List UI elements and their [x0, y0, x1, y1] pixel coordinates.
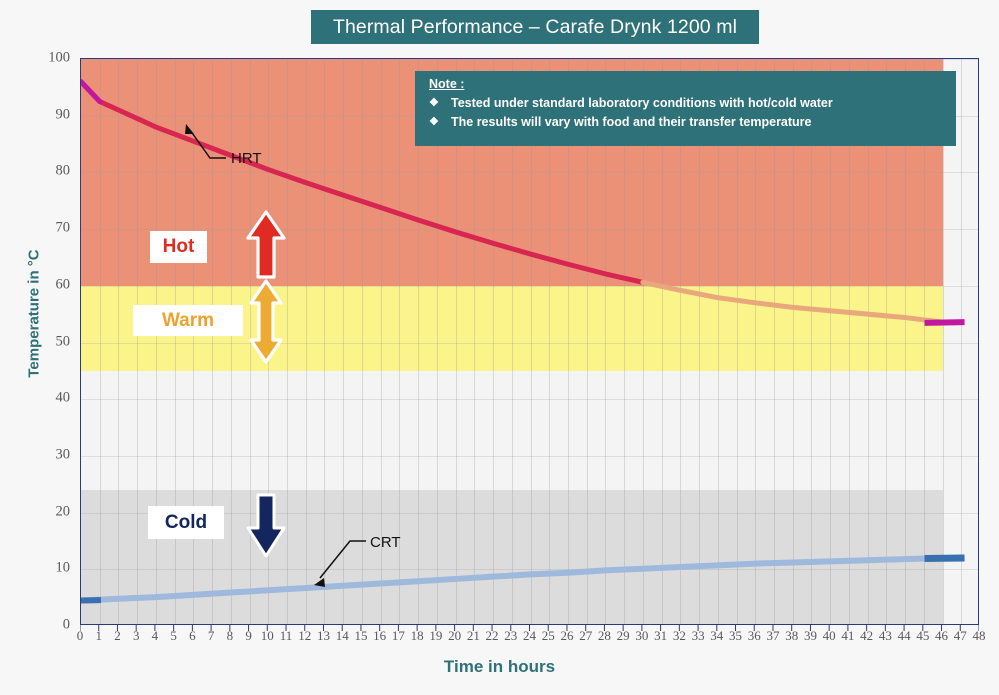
x-tick-label: 12	[298, 628, 312, 643]
x-tick-label: 32	[672, 628, 686, 643]
x-tick-label: 42	[860, 628, 874, 643]
x-tick-label: 35	[729, 628, 743, 643]
diamond-bullet-icon: ❖	[429, 116, 439, 129]
x-tick-label: 43	[878, 628, 892, 643]
x-tick-label: 9	[245, 628, 252, 643]
series-lines	[81, 79, 965, 604]
x-tick-label: 4	[151, 628, 159, 643]
x-tick-label: 45	[916, 628, 930, 643]
y-tick-label: 50	[55, 333, 71, 349]
x-tick-label: 22	[485, 628, 499, 643]
series-line-hrt-hot	[81, 79, 646, 285]
note-line: ❖ The results will vary with food and th…	[429, 113, 946, 132]
x-tick-label: 11	[279, 628, 293, 643]
series-marker-crt-end	[924, 554, 965, 562]
diamond-bullet-icon: ❖	[429, 97, 439, 109]
x-tick-label: 36	[747, 628, 761, 643]
x-tick-label: 18	[410, 628, 424, 643]
series-marker-hrt-end	[924, 319, 965, 326]
x-tick-label: 26	[560, 628, 574, 643]
x-tick-label: 16	[373, 628, 387, 643]
x-tick-label: 14	[335, 628, 349, 643]
annotation-label-crt: CRT	[370, 534, 401, 551]
x-tick-label: 28	[597, 628, 611, 643]
y-tick-label: 80	[55, 162, 71, 179]
x-tick-label: 10	[260, 628, 274, 643]
y-tick-label: 0	[62, 616, 70, 633]
y-tick-label: 20	[55, 503, 71, 520]
x-tick-label: 31	[654, 628, 668, 643]
band-label-warm: Warm	[133, 305, 243, 336]
x-tick-label: 24	[523, 628, 536, 643]
band-label-hot: Hot	[150, 231, 207, 263]
x-tick-label: 46	[935, 628, 949, 643]
x-tick-label: 30	[635, 628, 649, 643]
x-tick-label: 6	[189, 628, 196, 643]
x-tick-label: 37	[766, 628, 780, 643]
series-line-crt	[81, 554, 946, 604]
x-tick-label: 0	[76, 628, 84, 643]
x-tick-label: 40	[822, 628, 836, 643]
y-tick-label: 10	[55, 559, 71, 576]
y-tick-label: 100	[48, 49, 70, 66]
x-tick-label: 48	[972, 628, 986, 643]
page-title: Thermal Performance – Carafe Drynk 1200 …	[311, 10, 759, 44]
series-marker-hrt-start	[81, 79, 103, 105]
x-tick-label: 17	[391, 628, 405, 643]
x-tick-label: 39	[803, 628, 817, 643]
note-line-text: The results will vary with food and thei…	[451, 115, 812, 130]
y-tick-label: 40	[55, 389, 71, 406]
x-tick-label: 5	[170, 628, 177, 643]
x-tick-label: 44	[897, 628, 911, 643]
note-box: Note : ❖ Tested under standard laborator…	[415, 71, 956, 146]
x-tick-label: 47	[953, 628, 967, 643]
x-axis-title: Time in hours	[443, 657, 556, 676]
x-tick-label: 20	[448, 628, 462, 643]
x-tick-label: 2	[114, 628, 121, 643]
y-axis-tick-labels: 0 10 20 30 40 50 60 70 80 90 100	[0, 0, 80, 695]
y-tick-label: 30	[55, 446, 71, 463]
band-label-cold: Cold	[148, 506, 224, 539]
x-axis-tick-labels: 0 1 2 3 4 5 6 7 8 9 10 11 12 13 14 15 16 17 18 19 20 21 22 23 24…	[76, 628, 986, 652]
x-tick-label: 1	[95, 628, 102, 643]
x-tick-label: 23	[504, 628, 518, 643]
x-tick-label: 41	[841, 628, 855, 643]
annotation-label-hrt: HRT	[231, 150, 262, 167]
x-tick-label: 33	[691, 628, 705, 643]
x-tick-label: 8	[226, 628, 234, 643]
x-axis-tickmarks	[80, 625, 979, 631]
x-tick-label: 34	[710, 628, 724, 643]
band-cold	[81, 489, 943, 624]
y-tick-label: 70	[55, 219, 71, 236]
x-tick-label: 15	[354, 628, 368, 643]
note-heading: Note :	[429, 77, 465, 91]
x-tick-label: 27	[579, 628, 593, 643]
y-tick-label: 60	[55, 276, 71, 293]
series-line-hrt-warm	[640, 279, 946, 325]
x-tick-label: 3	[132, 628, 140, 643]
x-tick-label: 38	[785, 628, 799, 643]
x-tick-label: 21	[466, 628, 480, 643]
y-tick-label: 90	[55, 106, 71, 123]
x-tick-label: 19	[429, 628, 443, 643]
x-tick-label: 13	[316, 628, 330, 643]
x-tick-label: 29	[616, 628, 630, 643]
x-tick-label: 7	[207, 628, 215, 643]
x-tick-label: 25	[541, 628, 555, 643]
note-line-text: Tested under standard laboratory conditi…	[451, 96, 833, 110]
note-line: ❖ Tested under standard laboratory condi…	[429, 94, 946, 113]
